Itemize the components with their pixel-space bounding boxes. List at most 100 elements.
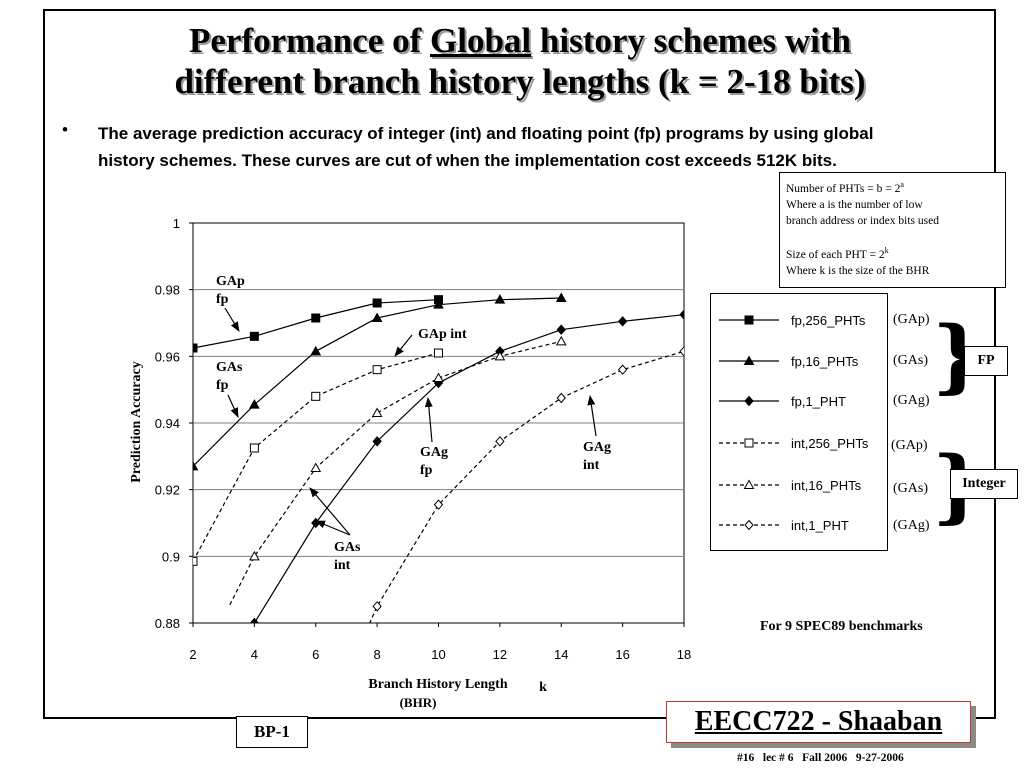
- annotation-gap-int-line1: GAp int: [418, 327, 467, 342]
- note-line3: branch address or index bits used: [786, 214, 939, 227]
- y-axis-label: Prediction Accuracy: [129, 361, 144, 482]
- data-point: [372, 298, 382, 308]
- data-point: [679, 309, 684, 320]
- data-point: [371, 407, 383, 417]
- data-point: [494, 294, 506, 304]
- data-point: [249, 331, 259, 341]
- x-tick-label: 4: [251, 647, 258, 662]
- data-point: [556, 392, 566, 404]
- y-tick-label: 0.94: [155, 416, 180, 431]
- y-tick-label: 1: [173, 216, 180, 231]
- title-part1: Performance of: [189, 21, 430, 60]
- data-point: [556, 324, 566, 335]
- note-line1-sup: a: [900, 180, 904, 189]
- note-line4-text: Size of each PHT = 2: [786, 248, 885, 261]
- y-tick-label: 0.98: [155, 283, 180, 298]
- y-tick-label: 0.9: [162, 549, 180, 564]
- legend-entry: int,16_PHTs: [719, 478, 862, 493]
- data-point: [310, 345, 322, 356]
- arrow-gas-int-2: [315, 520, 351, 536]
- annotation-gag-int-line2: int: [583, 458, 600, 473]
- series-line: [253, 314, 684, 623]
- legend-abbr-2: (GAs): [893, 353, 928, 368]
- bullet-marker: •: [62, 120, 68, 139]
- y-tick-label: 0.88: [155, 616, 180, 631]
- note-line2: Where a is the number of low: [786, 198, 923, 211]
- data-point: [249, 550, 260, 561]
- note-line4-sup: k: [884, 245, 889, 255]
- series-line: [229, 340, 562, 606]
- legend-entry: int,256_PHTs: [719, 436, 869, 451]
- bullet-text: The average prediction accuracy of integ…: [98, 124, 874, 170]
- arrow-gag-int: [587, 395, 597, 437]
- annotation-gag-int-line1: GAg: [583, 440, 611, 455]
- legend-marker: [744, 519, 754, 531]
- annotation-gap-fp-line1: GAp: [216, 274, 245, 289]
- x-tick-label: 8: [374, 647, 381, 662]
- annotation-gas-fp-line1: GAs: [216, 360, 243, 375]
- legend-marker: [744, 315, 754, 325]
- annotation-gag-fp-line1: GAg: [420, 445, 448, 460]
- annotation-gag-fp-line2: fp: [420, 463, 433, 478]
- data-point: [433, 372, 444, 382]
- pht-note-box: Number of PHTs = b = 2a Where a is the n…: [779, 172, 1006, 288]
- arrow-gag-fp: [424, 397, 433, 443]
- integer-group-label: Integer: [950, 469, 1018, 499]
- legend-abbr-4: (GAp): [891, 438, 928, 453]
- legend-abbr-1: (GAp): [893, 312, 930, 327]
- chart-legend: fp,256_PHTs fp,16_PHTs fp,1_PHT int,256_PHT…: [710, 293, 888, 551]
- series-line: [193, 352, 439, 562]
- y-tick-label: 0.92: [155, 483, 180, 498]
- data-point: [434, 348, 443, 358]
- x-tick-label: 16: [615, 647, 629, 662]
- arrow-gap-fp: [224, 307, 240, 332]
- annotation-gas-int-line2: int: [334, 558, 351, 573]
- x-tick-label: 14: [554, 647, 568, 662]
- data-point: [555, 335, 567, 346]
- x-axis-sublabel: (BHR): [400, 695, 437, 710]
- legend-marker: [744, 438, 754, 448]
- title-underlined: Global: [430, 21, 532, 60]
- data-point: [193, 556, 198, 566]
- y-tick-label: 0.96: [155, 349, 180, 364]
- arrow-gap-int: [394, 334, 413, 357]
- x-tick-label: 2: [189, 647, 196, 662]
- data-point: [249, 399, 260, 409]
- data-point: [372, 436, 382, 447]
- x-axis-k-label: k: [539, 680, 547, 695]
- data-point: [679, 346, 684, 357]
- series-int-256-phts: [193, 348, 443, 566]
- note-line1: Number of PHTs = b = 2a: [786, 177, 999, 197]
- legend-label: int,256_PHTs: [791, 436, 869, 451]
- legend-abbr-6: (GAg): [893, 518, 930, 533]
- series-int-16-phts: [229, 335, 567, 606]
- slide-id-box: BP-1: [236, 716, 308, 748]
- x-axis-label: Branch History Length: [368, 677, 507, 692]
- title-line2: different branch history lengths (k = 2-…: [174, 62, 866, 101]
- legend-label: fp,1_PHT: [791, 394, 846, 409]
- data-point: [193, 460, 199, 471]
- data-point: [310, 462, 322, 472]
- legend-label: fp,16_PHTs: [791, 354, 859, 369]
- legend-graphics: fp,256_PHTs fp,16_PHTs fp,1_PHT int,256_PHT…: [719, 313, 869, 533]
- data-point: [372, 601, 382, 612]
- annotation-gap-fp-line2: fp: [216, 292, 229, 307]
- note-line1-text: Number of PHTs = b = 2: [786, 182, 901, 195]
- data-point: [311, 391, 321, 401]
- data-point: [433, 299, 444, 309]
- legend-marker: [743, 479, 755, 489]
- data-point: [495, 436, 505, 447]
- data-point: [555, 292, 567, 302]
- x-tick-label: 10: [431, 647, 445, 662]
- data-point: [193, 343, 198, 353]
- slide-title: Performance of Global history schemes wi…: [60, 20, 980, 102]
- arrow-gas-fp: [227, 394, 239, 418]
- series-int-1-pht: [369, 346, 684, 623]
- legend-label: int,1_PHT: [791, 518, 849, 533]
- series-line: [193, 299, 439, 349]
- legend-entry: fp,16_PHTs: [719, 354, 859, 369]
- annotation-gas-int-line1: GAs: [334, 540, 361, 555]
- fp-group-label: FP: [964, 346, 1008, 376]
- slide-footer: #16 lec # 6 Fall 2006 9-27-2006: [737, 752, 904, 764]
- data-point: [617, 316, 628, 327]
